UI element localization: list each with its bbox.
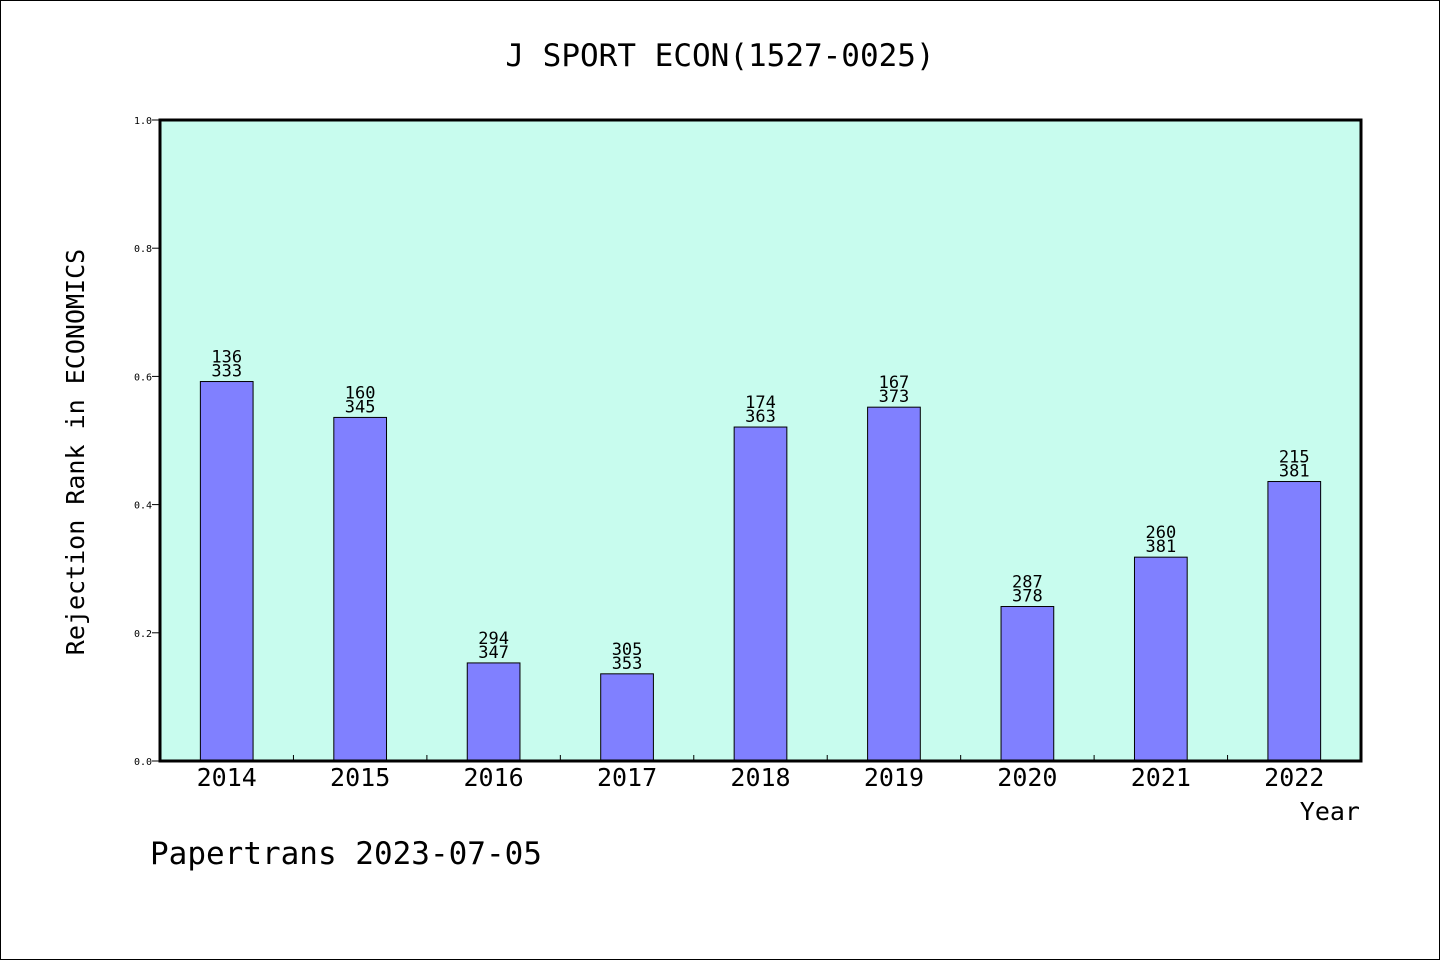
bar-2016 — [466, 662, 521, 762]
bar-2014 — [199, 381, 254, 762]
y-tick-label: 0.8 — [134, 244, 152, 255]
bar-label-top: 260 — [1145, 523, 1176, 543]
bar-2015 — [333, 416, 388, 762]
bar-label-bottom: 333 — [211, 362, 242, 382]
bar-label-top: 305 — [612, 640, 643, 660]
bar-label-top: 174 — [745, 393, 776, 413]
bar-label-top: 167 — [879, 373, 910, 393]
bar-2019 — [867, 406, 921, 762]
bar-label-top: 215 — [1279, 448, 1310, 468]
bar-label-bottom: 373 — [879, 387, 910, 407]
x-tick-label: 2017 — [597, 763, 657, 792]
y-tick-label: 0.6 — [134, 372, 152, 383]
x-tick-label: 2018 — [730, 763, 790, 792]
bar-label-bottom: 353 — [612, 654, 643, 674]
bar-label-bottom: 381 — [1279, 462, 1310, 482]
plot-border — [158, 118, 1363, 763]
bar-label-bottom: 347 — [478, 643, 509, 663]
bar-label-top: 160 — [345, 383, 376, 403]
bar-label-bottom: 378 — [1012, 587, 1043, 607]
footer-credit: Papertrans 2023-07-05 — [150, 836, 542, 872]
x-tick-label: 2014 — [197, 763, 257, 792]
bar-label-top: 294 — [478, 629, 509, 649]
bar-2022 — [1267, 481, 1322, 762]
y-tick-label: 0.2 — [134, 629, 152, 640]
y-tick-label: 0.0 — [134, 757, 152, 768]
chart-title: J SPORT ECON(1527-0025) — [505, 38, 934, 74]
x-tick-label: 2021 — [1131, 763, 1191, 792]
bar-2021 — [1133, 556, 1188, 762]
x-tick-label: 2016 — [464, 763, 524, 792]
bar-label-bottom: 345 — [345, 397, 376, 417]
bar-label-top: 136 — [211, 348, 242, 368]
y-tick-label: 0.4 — [134, 501, 152, 512]
x-tick-label: 2015 — [330, 763, 390, 792]
x-axis-label: Year — [1300, 797, 1360, 826]
y-tick-label: 1.0 — [134, 116, 152, 127]
y-axis-label: Rejection Rank in ECONOMICS — [61, 249, 90, 655]
bar-label-bottom: 363 — [745, 407, 776, 427]
x-axis-ticks: 2014 2015 2016 2017 2018 2019 2020 2021 2022 — [197, 755, 1324, 792]
bar-2018 — [733, 426, 788, 762]
bar-label-top: 287 — [1012, 573, 1043, 593]
x-tick-label: 2019 — [864, 763, 924, 792]
bar-2017 — [600, 673, 654, 762]
bar-label-bottom: 381 — [1145, 537, 1176, 557]
x-tick-label: 2020 — [997, 763, 1057, 792]
y-axis-ticks: 0.0 0.2 0.4 0.6 0.8 1.0 — [134, 116, 160, 768]
x-tick-label: 2022 — [1264, 763, 1324, 792]
bar-2020 — [1000, 606, 1055, 762]
